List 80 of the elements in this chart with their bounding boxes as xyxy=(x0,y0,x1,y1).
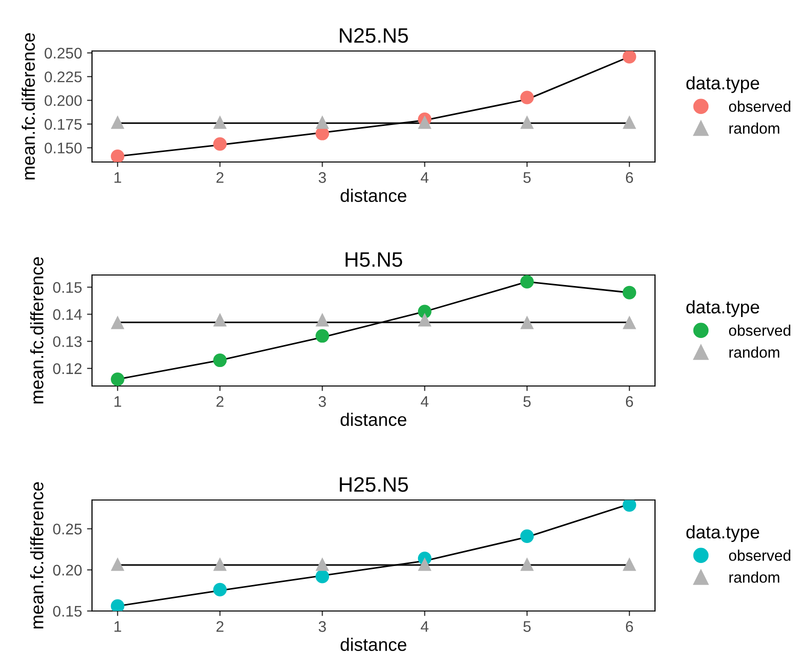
y-axis-title: mean.fc.difference xyxy=(30,482,44,628)
legend-title: data.type xyxy=(686,76,760,94)
legend-title: data.type xyxy=(686,300,760,318)
point xyxy=(316,557,330,571)
legend-title: data.type xyxy=(686,525,760,542)
point xyxy=(622,557,636,571)
x-axis-title: distance xyxy=(340,188,406,202)
point xyxy=(520,115,534,129)
point xyxy=(213,354,227,368)
x-tick-label: 4 xyxy=(420,172,428,183)
legend-label: observed xyxy=(729,550,790,561)
legend-label: random xyxy=(729,122,780,134)
x-tick-label: 1 xyxy=(114,172,122,183)
y-tick-label: 0.13 xyxy=(53,336,82,348)
point xyxy=(110,372,124,386)
point xyxy=(622,500,636,512)
x-tick-label: 4 xyxy=(420,621,428,632)
y-tick-label: 0.175 xyxy=(44,118,82,130)
y-tick-label: 0.225 xyxy=(44,71,82,82)
y-axis-title: mean.fc.difference xyxy=(22,33,35,180)
x-tick-label: 6 xyxy=(626,396,633,407)
point xyxy=(213,557,227,571)
point xyxy=(520,529,534,543)
x-tick-label: 6 xyxy=(626,621,633,632)
point xyxy=(418,312,432,326)
point xyxy=(520,90,534,104)
y-tick-label: 0.150 xyxy=(44,142,82,154)
point xyxy=(622,316,636,330)
x-tick-label: 4 xyxy=(420,396,428,407)
point xyxy=(622,51,636,64)
point xyxy=(418,557,432,571)
y-tick-label: 0.12 xyxy=(53,363,82,374)
point xyxy=(316,312,330,326)
point xyxy=(110,599,124,611)
y-tick-label: 0.250 xyxy=(44,48,82,59)
point xyxy=(316,115,330,129)
y-tick-label: 0.200 xyxy=(44,95,82,106)
y-tick-label: 0.25 xyxy=(53,524,82,534)
point xyxy=(110,115,124,129)
point xyxy=(520,316,534,330)
x-tick-label: 5 xyxy=(523,621,531,632)
point xyxy=(110,557,124,571)
y-tick-label: 0.14 xyxy=(53,309,82,320)
x-tick-label: 5 xyxy=(523,396,531,407)
legend-label: observed xyxy=(729,324,790,336)
point xyxy=(418,115,432,129)
point xyxy=(622,286,636,300)
point xyxy=(520,275,534,289)
legend-label: observed xyxy=(729,100,790,112)
y-axis-title: mean.fc.difference xyxy=(30,257,44,404)
y-tick-label: 0.15 xyxy=(53,282,82,293)
point xyxy=(520,557,534,571)
x-tick-label: 6 xyxy=(626,172,633,183)
y-tick-label: 0.15 xyxy=(53,606,82,617)
point xyxy=(110,316,124,330)
x-tick-label: 3 xyxy=(318,621,326,632)
point xyxy=(316,570,330,584)
x-tick-label: 2 xyxy=(216,172,224,183)
x-tick-label: 5 xyxy=(523,172,531,183)
legend-label: random xyxy=(729,572,780,583)
x-tick-label: 2 xyxy=(216,621,224,632)
legend-label: random xyxy=(729,346,780,358)
point xyxy=(213,115,227,129)
point xyxy=(213,137,227,151)
point xyxy=(213,312,227,326)
x-tick-label: 1 xyxy=(114,621,122,632)
chart-title: N25.N5 xyxy=(340,28,408,43)
point xyxy=(316,329,330,343)
chart-title: H25.N5 xyxy=(340,477,408,492)
x-tick-label: 3 xyxy=(318,396,326,407)
point xyxy=(110,150,124,162)
x-tick-label: 2 xyxy=(216,396,224,407)
point xyxy=(622,115,636,129)
x-tick-label: 1 xyxy=(114,396,122,407)
x-axis-title: distance xyxy=(340,638,406,652)
x-tick-label: 3 xyxy=(318,172,326,183)
point xyxy=(213,582,227,596)
chart-title: H5.N5 xyxy=(346,252,402,267)
x-axis-title: distance xyxy=(340,412,406,426)
y-tick-label: 0.20 xyxy=(53,564,82,576)
